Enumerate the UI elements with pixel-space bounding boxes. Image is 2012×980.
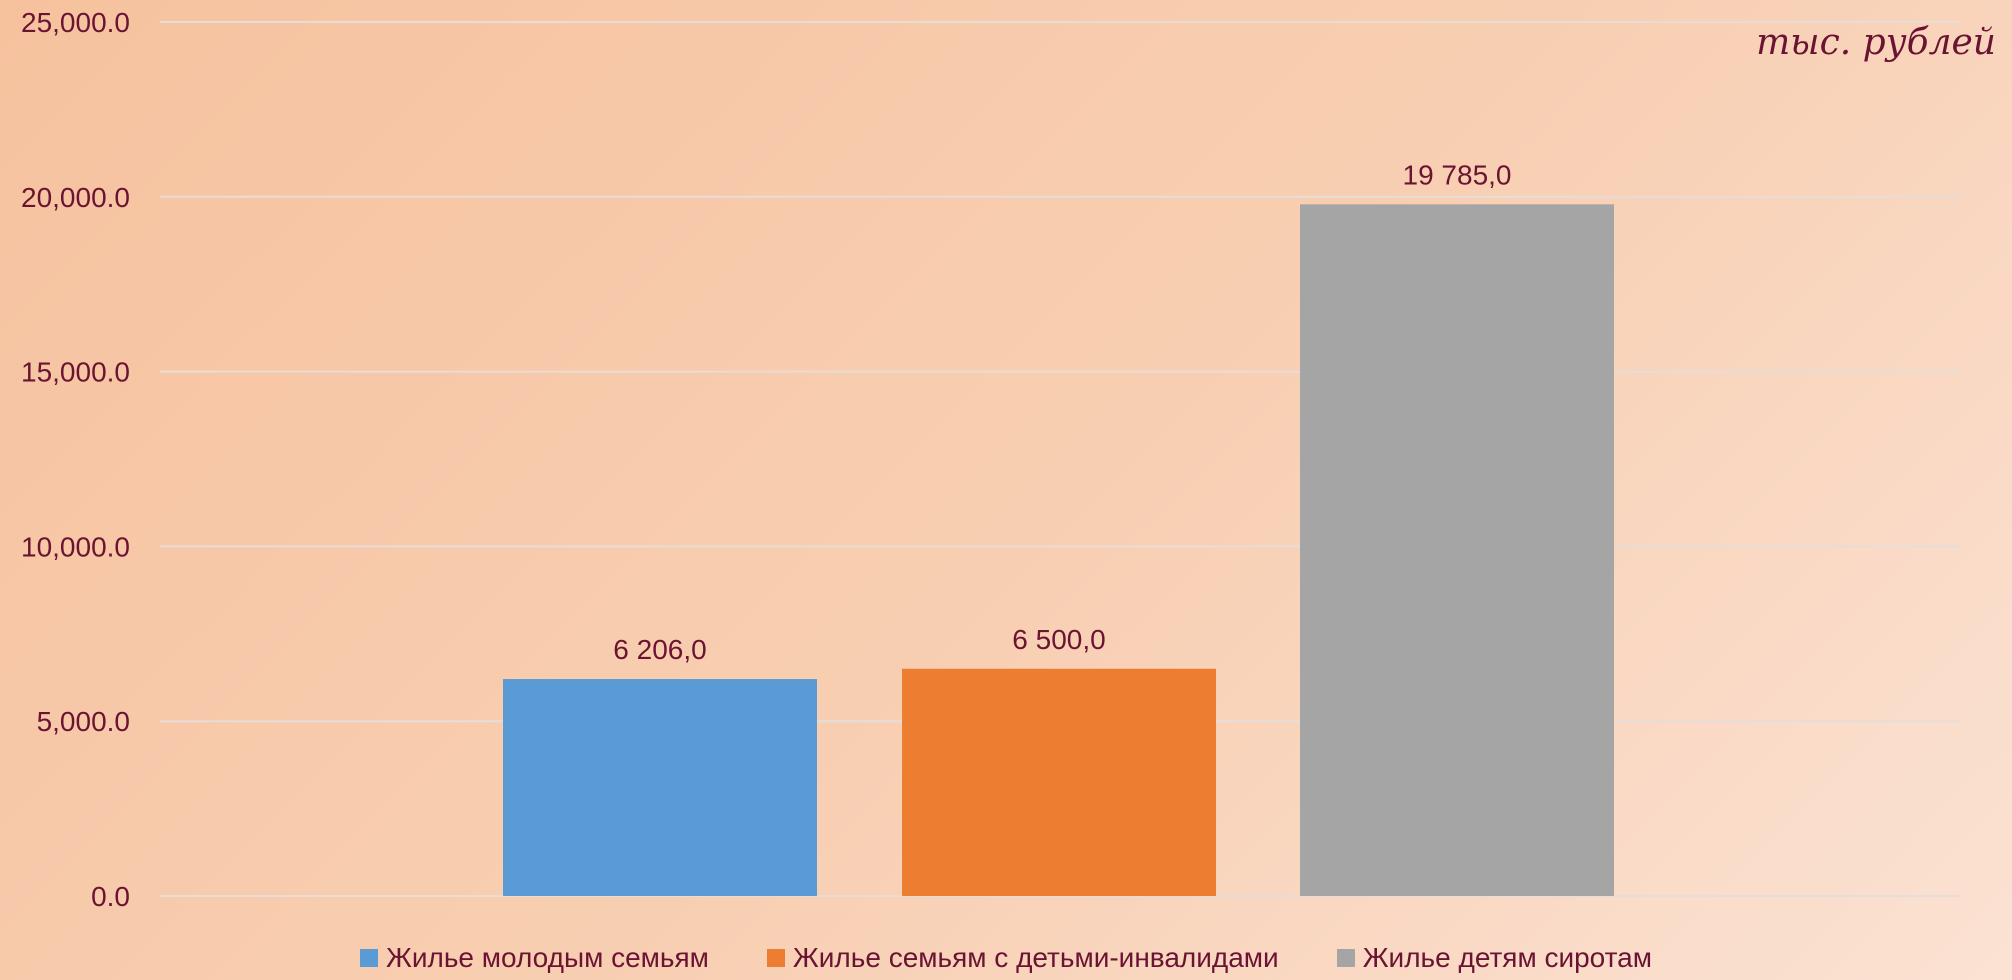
y-tick-label: 20,000.0 (21, 182, 130, 213)
bar (503, 679, 817, 896)
legend-label-disabled-children-families: Жилье семьям с детьми-инвалидами (792, 942, 1279, 973)
y-tick-label: 5,000.0 (37, 706, 130, 737)
legend-item-orphans: Жилье детям сиротам (1336, 942, 1652, 974)
data-label: 6 206,0 (613, 634, 706, 665)
y-tick-label: 10,000.0 (21, 531, 130, 562)
data-label: 6 500,0 (1012, 624, 1105, 655)
y-tick-label: 15,000.0 (21, 357, 130, 388)
y-tick-label: 0.0 (91, 881, 130, 912)
legend-swatch-disabled-children-families (766, 949, 785, 967)
legend: Жилье молодым семьям Жилье семьям с деть… (0, 942, 2012, 974)
legend-item-disabled-children-families: Жилье семьям с детьми-инвалидами (766, 942, 1279, 974)
data-label: 19 785,0 (1403, 159, 1512, 190)
legend-swatch-orphans (1336, 949, 1355, 967)
legend-item-young-families: Жилье молодым семьям (360, 942, 709, 974)
bar (1300, 204, 1614, 896)
legend-label-young-families: Жилье молодым семьям (386, 942, 709, 973)
legend-label-orphans: Жилье детям сиротам (1362, 942, 1652, 973)
unit-label: тыс. рублей (1756, 22, 1996, 63)
legend-swatch-young-families (360, 949, 379, 967)
bar (902, 668, 1216, 896)
y-tick-label: 25,000.0 (21, 7, 130, 38)
